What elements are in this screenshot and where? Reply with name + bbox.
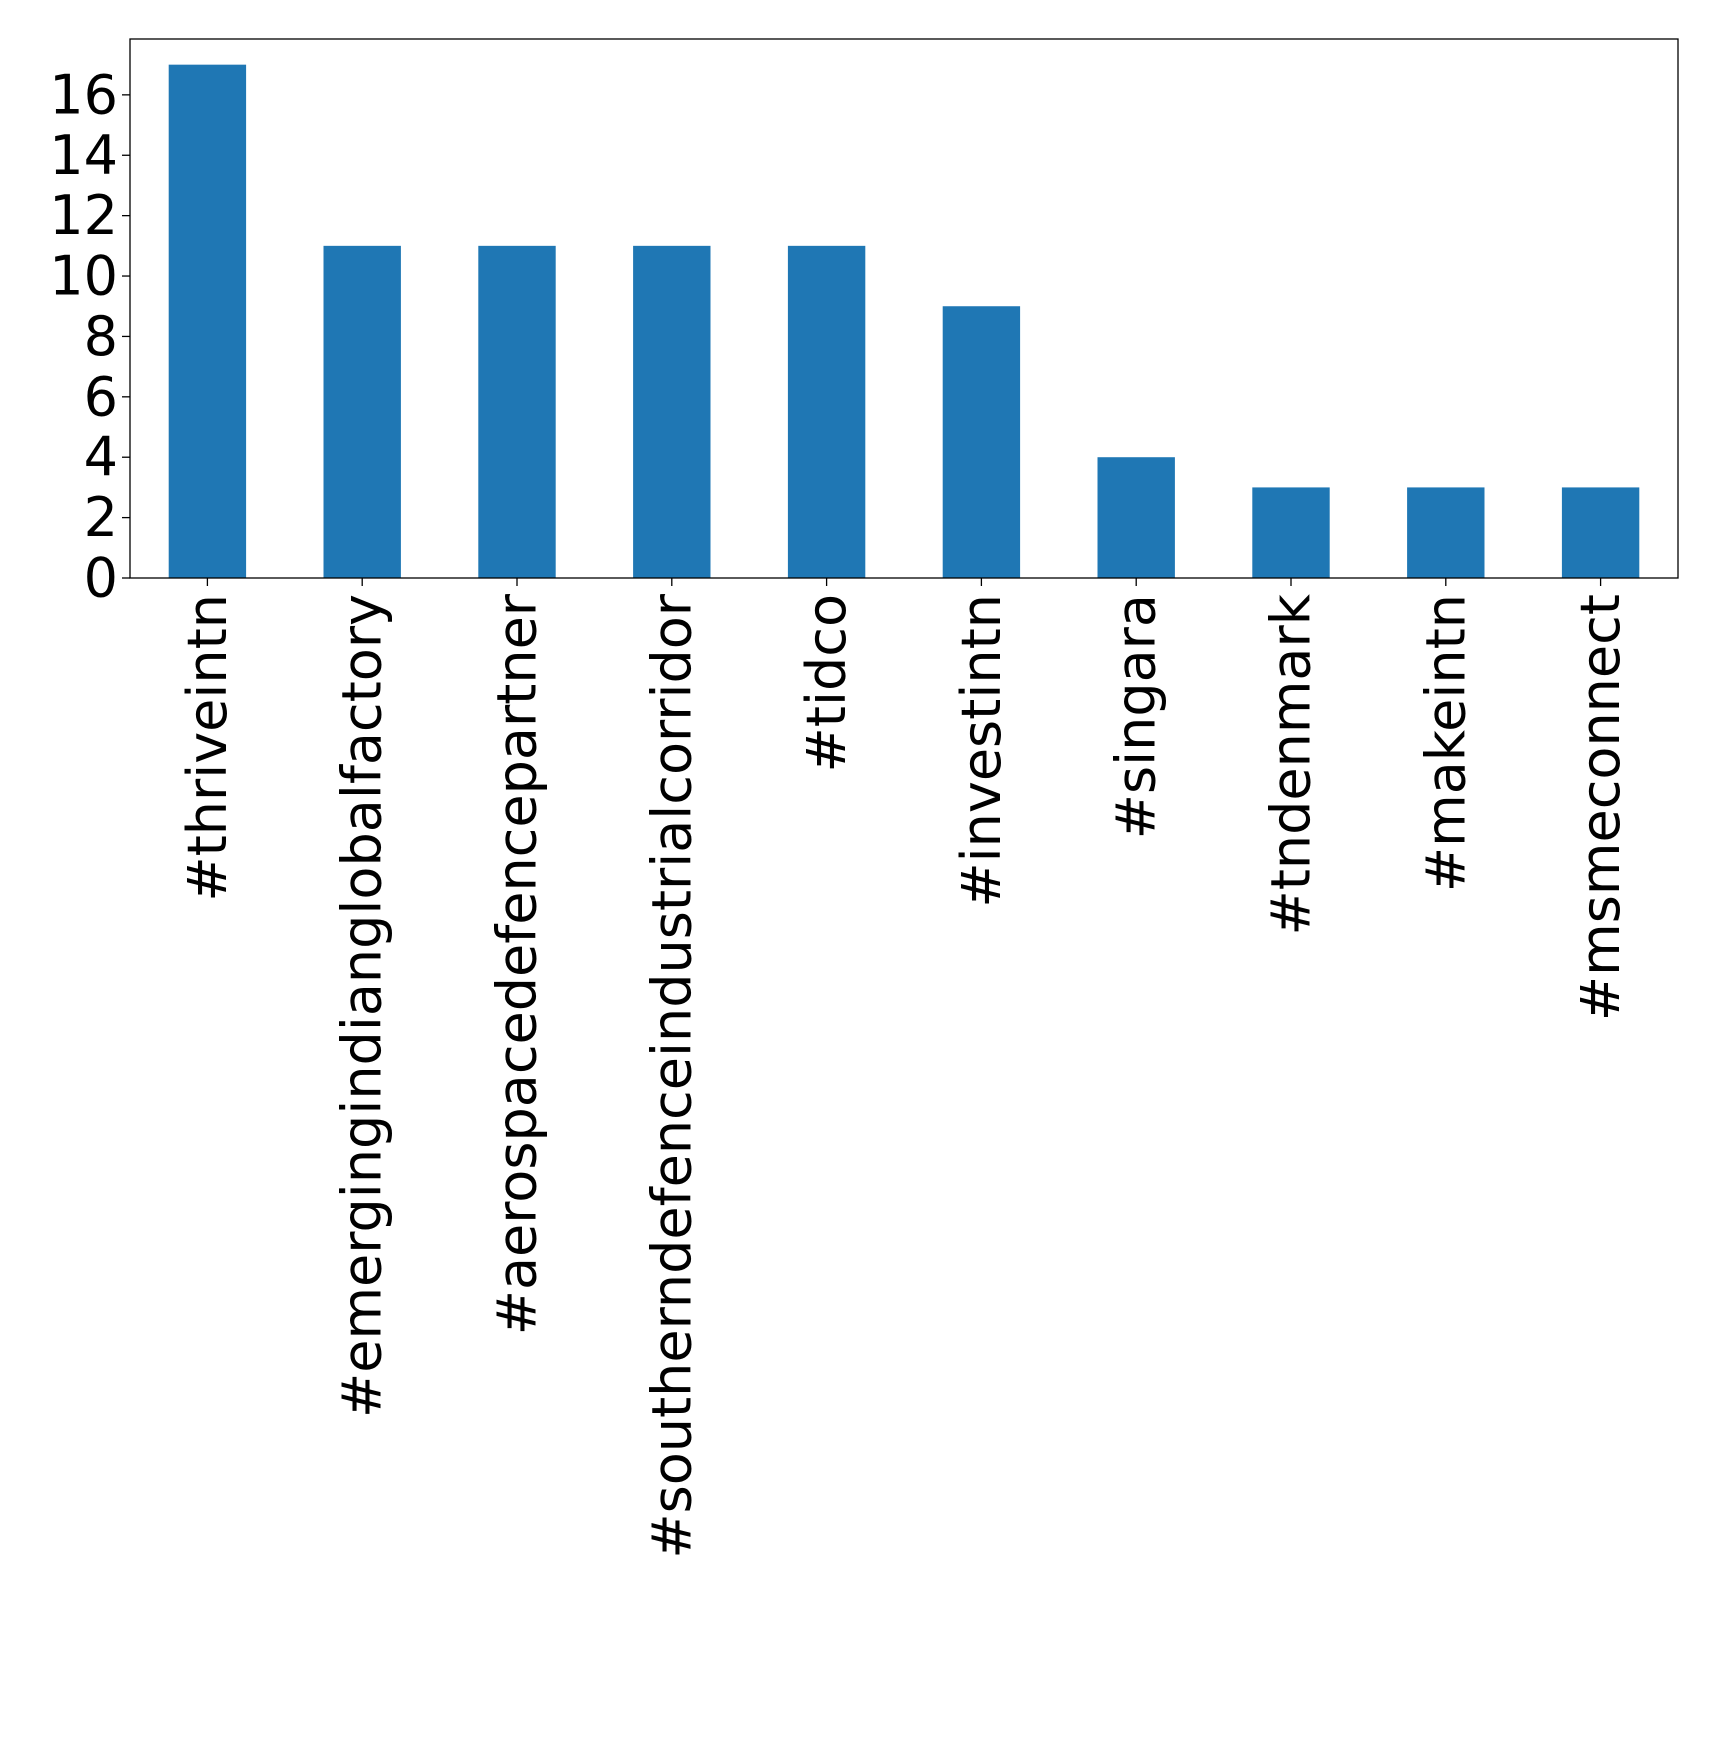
x-tick-label: #southerndefenceindustrialcorridor <box>640 593 703 1558</box>
x-tick-label: #msmeconnect <box>1569 594 1632 1021</box>
x-tick-label: #investintn <box>950 594 1013 908</box>
bar-aerospacedefencepartner <box>478 245 556 578</box>
x-axis: #thriveintn #emergingindianglobalfactory #… <box>176 578 1632 1559</box>
bar-southerndefenceindustrialcorridor <box>633 245 711 578</box>
plot-frame <box>129 38 1679 579</box>
bar-tidco <box>787 245 866 578</box>
bar-singara <box>1097 457 1175 578</box>
y-tick-label: 4 <box>84 426 118 489</box>
y-tick-label: 6 <box>84 365 118 428</box>
x-tick-label: #emergingindianglobalfactory <box>331 594 394 1418</box>
y-tick-label: 10 <box>49 245 118 308</box>
x-tick-label: #tndenmark <box>1260 593 1323 935</box>
y-tick-label: 0 <box>84 547 118 610</box>
bar-investintn <box>942 306 1021 578</box>
bar-msmeconnect <box>1561 487 1640 578</box>
bar-makeintn <box>1407 487 1485 578</box>
y-tick-label: 16 <box>49 63 118 126</box>
bar-thriveintn <box>168 64 247 578</box>
y-tick-label: 8 <box>84 305 118 368</box>
x-tick-label: #tidco <box>795 594 858 772</box>
bar-tndenmark <box>1252 487 1330 578</box>
x-tick-label: #makeintn <box>1414 594 1477 892</box>
bar-emergingindianglobalfactory <box>323 245 401 578</box>
y-tick-label: 2 <box>84 486 118 549</box>
bars-group <box>168 64 1640 578</box>
y-tick-label: 14 <box>49 124 118 187</box>
y-tick-label: 12 <box>49 184 118 247</box>
x-tick-label: #aerospacedefencepartner <box>486 593 549 1335</box>
x-tick-label: #singara <box>1105 594 1168 839</box>
x-tick-label: #thriveintn <box>176 594 239 902</box>
